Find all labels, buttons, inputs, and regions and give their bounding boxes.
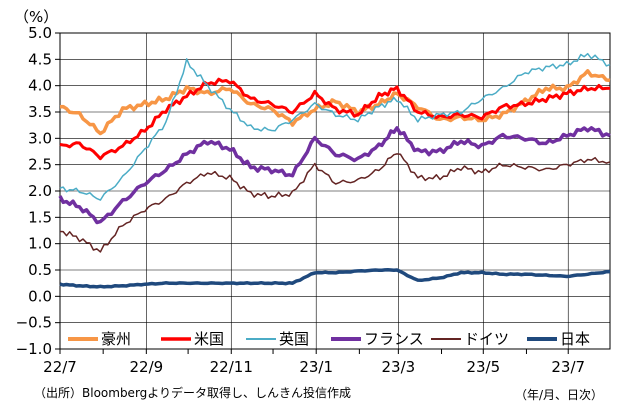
x-tick-label: 23/3 bbox=[382, 358, 416, 376]
y-tick-label: 4.5 bbox=[28, 50, 52, 68]
legend-label: フランス bbox=[364, 330, 424, 348]
y-tick-label: 0.5 bbox=[28, 261, 52, 279]
series-line-5 bbox=[59, 153, 611, 253]
series-line-1 bbox=[59, 69, 611, 136]
y-tick-label: 0.0 bbox=[28, 287, 52, 305]
x-tick-label: 23/1 bbox=[299, 358, 333, 376]
legend-label: 日本 bbox=[560, 330, 590, 348]
axis-layer: 5.0 4.5 4.0 3.5 3.0 2.5 2.0 1.5 1.0 0.5 0.0 −0.5 −1.… bbox=[16, 24, 611, 376]
y-tick-label: 3.5 bbox=[28, 103, 52, 121]
x-tick-label: 22/9 bbox=[129, 358, 163, 376]
y-tick-label: 2.5 bbox=[28, 156, 52, 174]
x-tick-label: 22/11 bbox=[210, 358, 253, 376]
x-axis-note: （年/月、日次） bbox=[515, 388, 603, 402]
legend-label: 豪州 bbox=[101, 330, 131, 348]
y-tick-label: 5.0 bbox=[28, 24, 52, 42]
y-tick-label: −1.0 bbox=[16, 340, 52, 358]
x-tick-label: 22/7 bbox=[43, 358, 77, 376]
legend-label: 英国 bbox=[279, 330, 309, 348]
series-layer bbox=[58, 52, 611, 289]
y-tick-label: 1.5 bbox=[28, 208, 52, 226]
legend-label: ドイツ bbox=[464, 330, 509, 348]
y-unit-label: （%） bbox=[14, 8, 58, 26]
series-line-2 bbox=[59, 77, 611, 161]
source-note: （出所）Bloombergよりデータ取得し、しんきん投信作成 bbox=[34, 385, 351, 400]
y-tick-label: −0.5 bbox=[16, 314, 52, 332]
legend: 豪州 米国 英国 フランス ドイツ 日本 bbox=[68, 330, 590, 348]
x-tick-label: 23/5 bbox=[466, 358, 500, 376]
series-line-4 bbox=[58, 126, 611, 225]
series-line-3 bbox=[59, 52, 611, 201]
grid-layer bbox=[59, 33, 610, 349]
y-tick-label: 2.0 bbox=[28, 182, 52, 200]
legend-label: 米国 bbox=[194, 330, 224, 348]
y-tick-label: 4.0 bbox=[28, 77, 52, 95]
y-tick-label: 3.0 bbox=[28, 129, 52, 147]
x-tick-label: 23/7 bbox=[551, 358, 585, 376]
y-tick-label: 1.0 bbox=[28, 235, 52, 253]
series-line-6 bbox=[59, 268, 611, 289]
